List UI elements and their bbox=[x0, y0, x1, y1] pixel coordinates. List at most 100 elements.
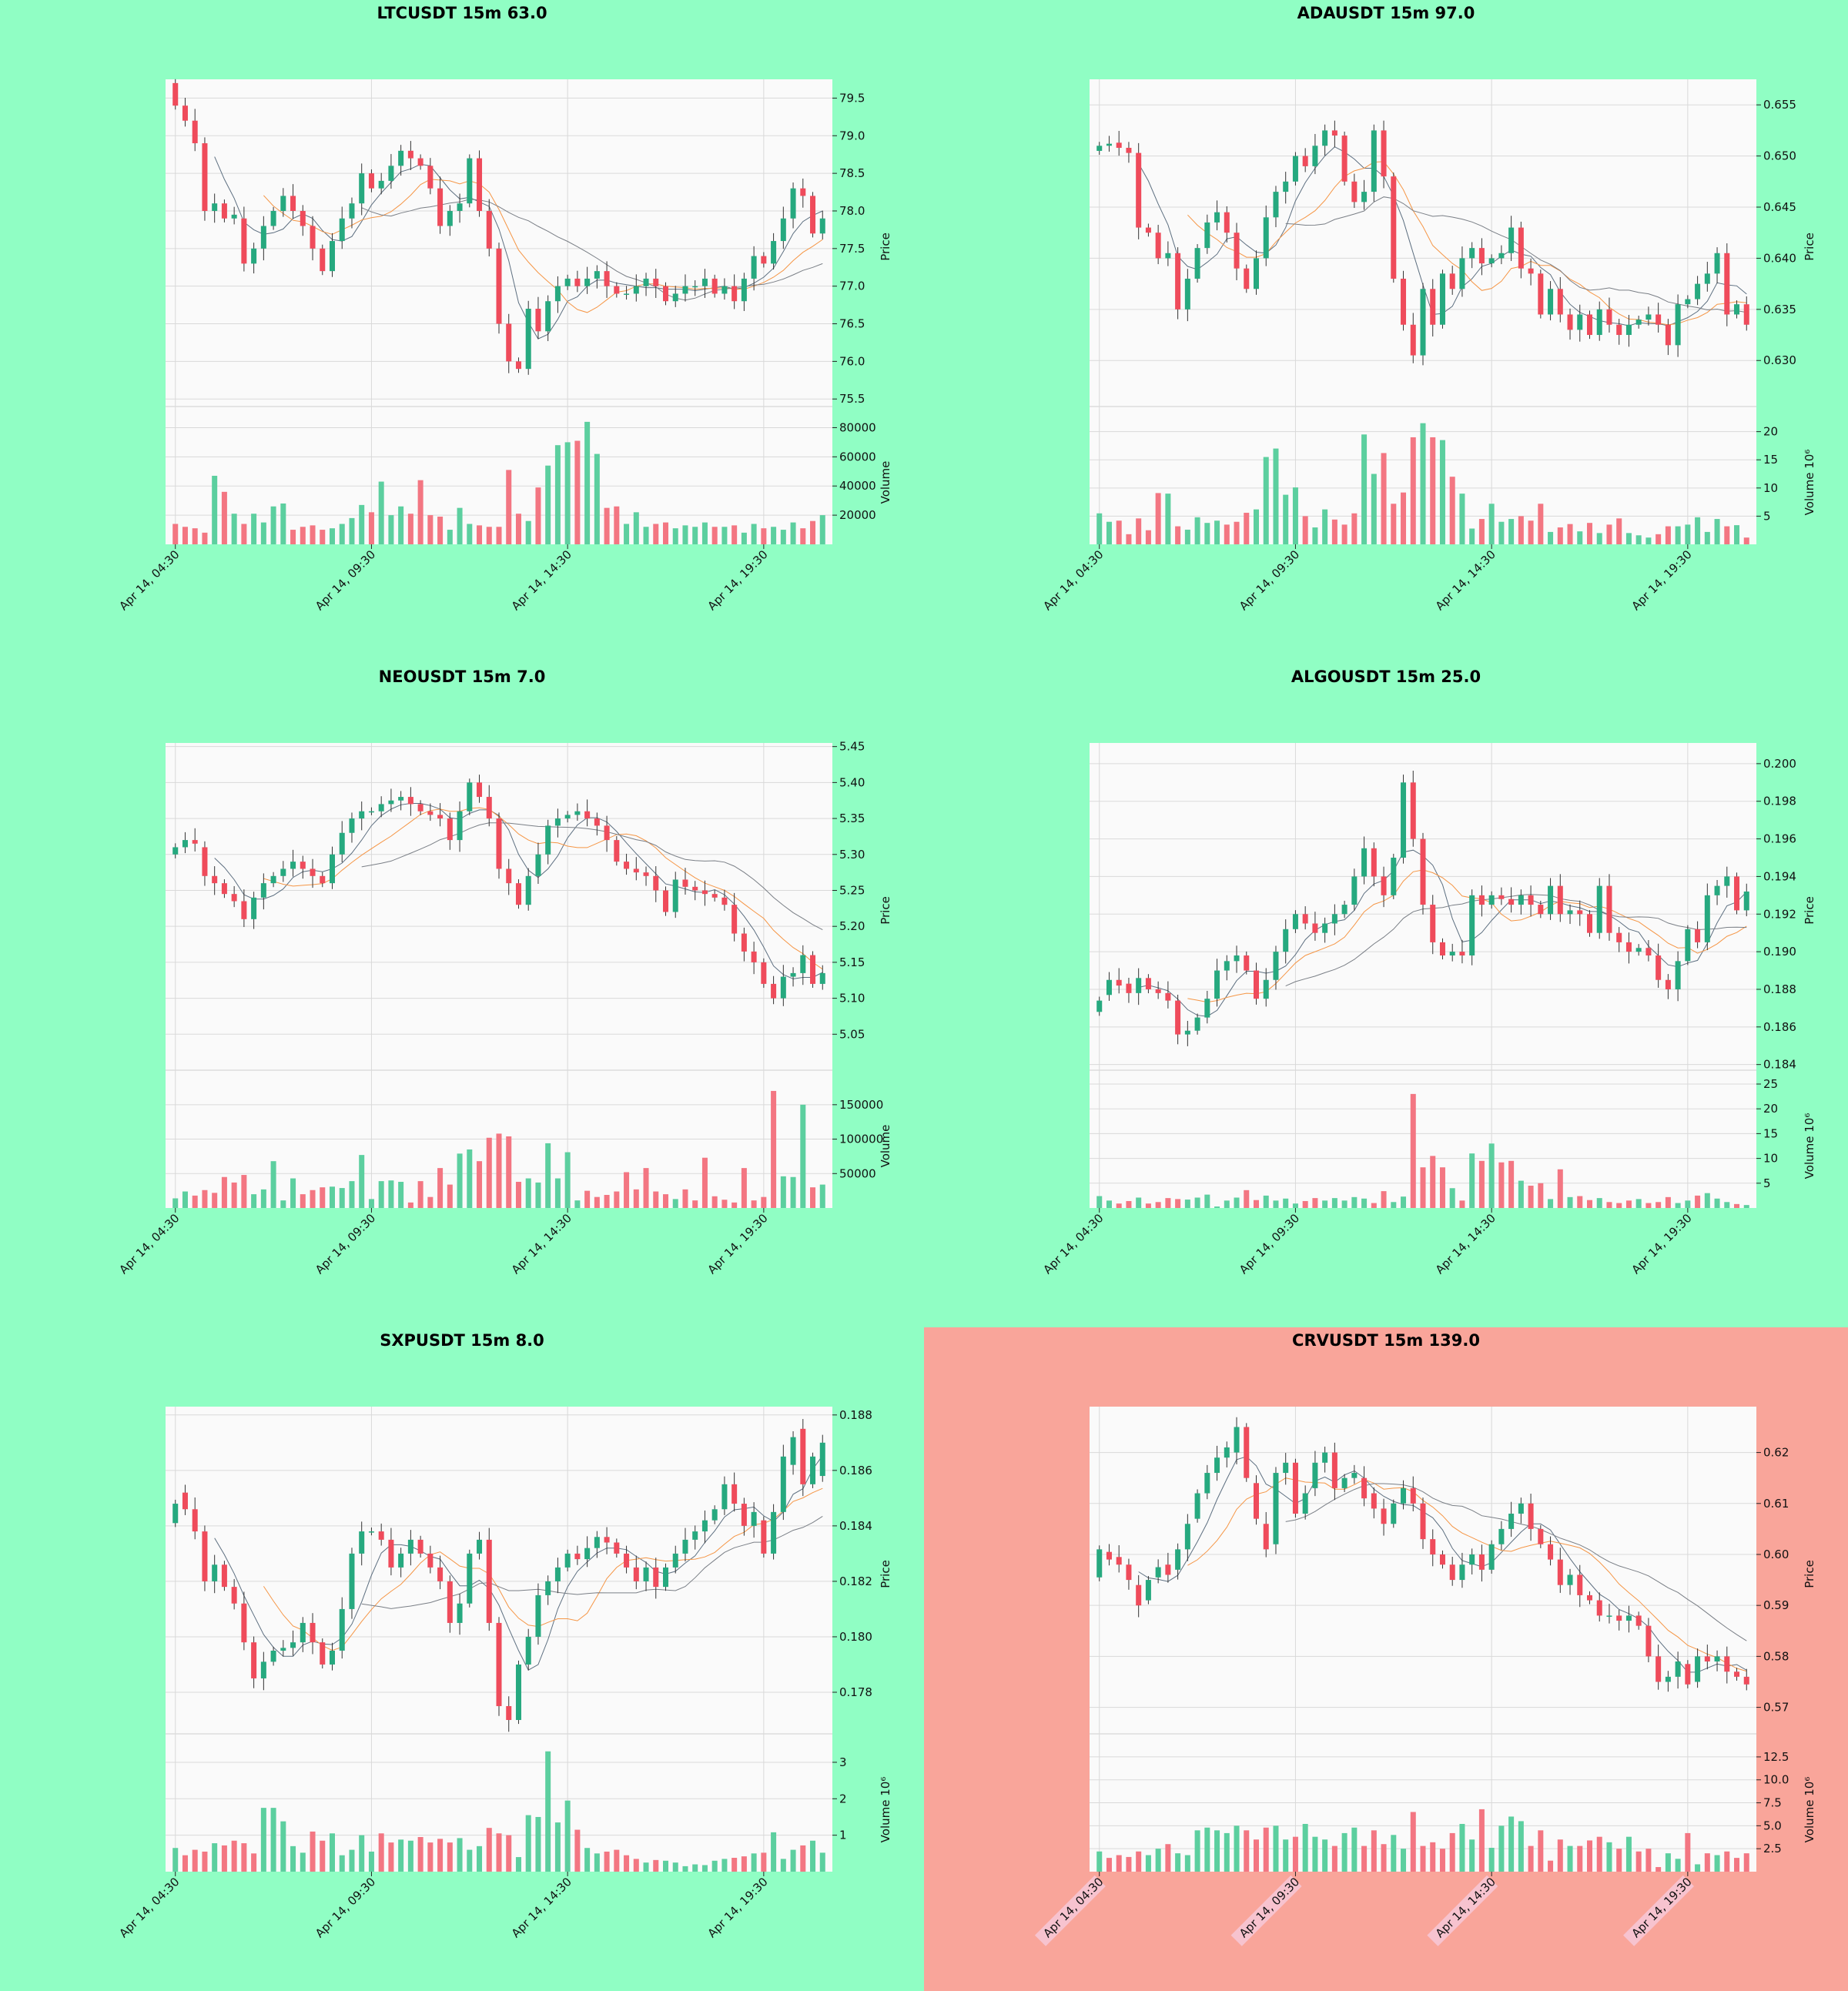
candle bbox=[1557, 874, 1563, 922]
candle bbox=[1184, 269, 1190, 322]
volume-bar bbox=[682, 1189, 688, 1208]
volume-bar bbox=[320, 530, 326, 544]
candle bbox=[1586, 910, 1593, 937]
candle bbox=[407, 787, 413, 816]
candle bbox=[1194, 1489, 1200, 1523]
candle bbox=[231, 1578, 237, 1610]
volume-bar bbox=[1420, 1167, 1426, 1208]
candle bbox=[388, 788, 394, 812]
price-axis-label: Price bbox=[1803, 896, 1816, 925]
volume-bar bbox=[1361, 1198, 1368, 1208]
volume-bar bbox=[486, 527, 492, 544]
volume-bar bbox=[496, 1833, 502, 1872]
time-tick-label: Apr 14, 14:30 bbox=[509, 547, 574, 613]
time-tick-label: Apr 14, 09:30 bbox=[313, 1875, 378, 1940]
volume-bar bbox=[280, 503, 286, 544]
volume-bar bbox=[300, 1194, 306, 1208]
volume-bar bbox=[251, 1853, 257, 1872]
candle bbox=[1665, 974, 1671, 999]
volume-bar bbox=[1714, 519, 1720, 544]
volume-bar bbox=[221, 1845, 227, 1872]
volume-bar bbox=[1381, 1191, 1387, 1208]
candle bbox=[1312, 134, 1318, 175]
price-tick-label: 75.5 bbox=[839, 392, 865, 406]
volume-bar bbox=[1341, 1832, 1348, 1872]
candle bbox=[604, 815, 610, 852]
volume-bar bbox=[1194, 1830, 1200, 1872]
volume-bar bbox=[1508, 519, 1515, 544]
candle bbox=[1391, 853, 1397, 899]
candle bbox=[662, 1563, 669, 1591]
volume-bar bbox=[378, 1833, 384, 1872]
volume-bar bbox=[1616, 1849, 1622, 1872]
candle bbox=[447, 1575, 453, 1633]
volume-bar bbox=[477, 1845, 483, 1872]
candle bbox=[771, 1504, 777, 1560]
candle bbox=[310, 1613, 316, 1655]
volume-bar bbox=[1518, 1180, 1524, 1208]
volume-bar bbox=[1341, 524, 1348, 544]
candle bbox=[437, 1555, 444, 1590]
volume-bar bbox=[1734, 1203, 1740, 1208]
volume-bar bbox=[359, 504, 365, 544]
candle bbox=[1567, 904, 1573, 925]
volume-bar bbox=[1724, 1202, 1730, 1208]
volume-bar bbox=[1214, 520, 1220, 544]
candle bbox=[1341, 900, 1348, 919]
volume-bar bbox=[172, 1198, 179, 1208]
candle bbox=[1302, 148, 1308, 172]
candle bbox=[1606, 297, 1612, 333]
volume-bar bbox=[1675, 526, 1681, 544]
volume-bar bbox=[1381, 1844, 1387, 1872]
moving-average-line bbox=[361, 822, 823, 931]
volume-bar bbox=[1704, 1853, 1710, 1872]
volume-bar bbox=[819, 1184, 825, 1208]
candle bbox=[1656, 943, 1662, 988]
candle bbox=[1724, 1646, 1730, 1684]
candle bbox=[545, 819, 551, 865]
candle bbox=[692, 881, 698, 901]
volume-tick-label: 50000 bbox=[839, 1166, 876, 1180]
candle bbox=[554, 808, 561, 838]
candle bbox=[260, 1651, 266, 1691]
volume-bar bbox=[780, 530, 786, 544]
candle bbox=[417, 1535, 424, 1558]
candle bbox=[1244, 264, 1250, 293]
candle bbox=[241, 889, 247, 928]
time-tick-label: Apr 14, 04:30 bbox=[1040, 1211, 1106, 1277]
candle bbox=[1292, 910, 1298, 933]
candle bbox=[1743, 1668, 1749, 1691]
candle bbox=[1645, 306, 1652, 326]
volume-bar bbox=[741, 1856, 747, 1872]
candle bbox=[614, 835, 620, 866]
candle bbox=[1459, 939, 1465, 964]
candle bbox=[1449, 266, 1455, 295]
candle bbox=[810, 192, 816, 238]
candle bbox=[182, 1484, 188, 1515]
volume-bar bbox=[1351, 1827, 1358, 1872]
candle bbox=[800, 1419, 806, 1497]
volume-bar bbox=[1459, 1200, 1465, 1208]
candle bbox=[1606, 1604, 1612, 1624]
candle bbox=[682, 868, 688, 895]
candle bbox=[1263, 968, 1269, 1007]
price-tick-label: 5.45 bbox=[839, 740, 865, 754]
candle bbox=[447, 812, 453, 850]
candle bbox=[741, 273, 747, 311]
volume-bar bbox=[1645, 1203, 1652, 1208]
volume-bar bbox=[1126, 534, 1132, 544]
candle bbox=[1695, 1648, 1701, 1688]
volume-tick-label: 10.0 bbox=[1763, 1773, 1789, 1787]
volume-bar bbox=[721, 1859, 728, 1872]
volume-axis-label: Volume bbox=[879, 1125, 892, 1168]
candle bbox=[761, 1516, 767, 1558]
volume-bar bbox=[1391, 1202, 1397, 1208]
candle bbox=[761, 252, 767, 268]
candle bbox=[1518, 889, 1524, 915]
volume-bar bbox=[1704, 531, 1710, 544]
candle bbox=[672, 1545, 678, 1574]
candle bbox=[515, 879, 521, 909]
candle bbox=[1214, 1445, 1220, 1481]
volume-bar bbox=[604, 1195, 610, 1208]
volume-bar bbox=[1625, 1200, 1632, 1208]
